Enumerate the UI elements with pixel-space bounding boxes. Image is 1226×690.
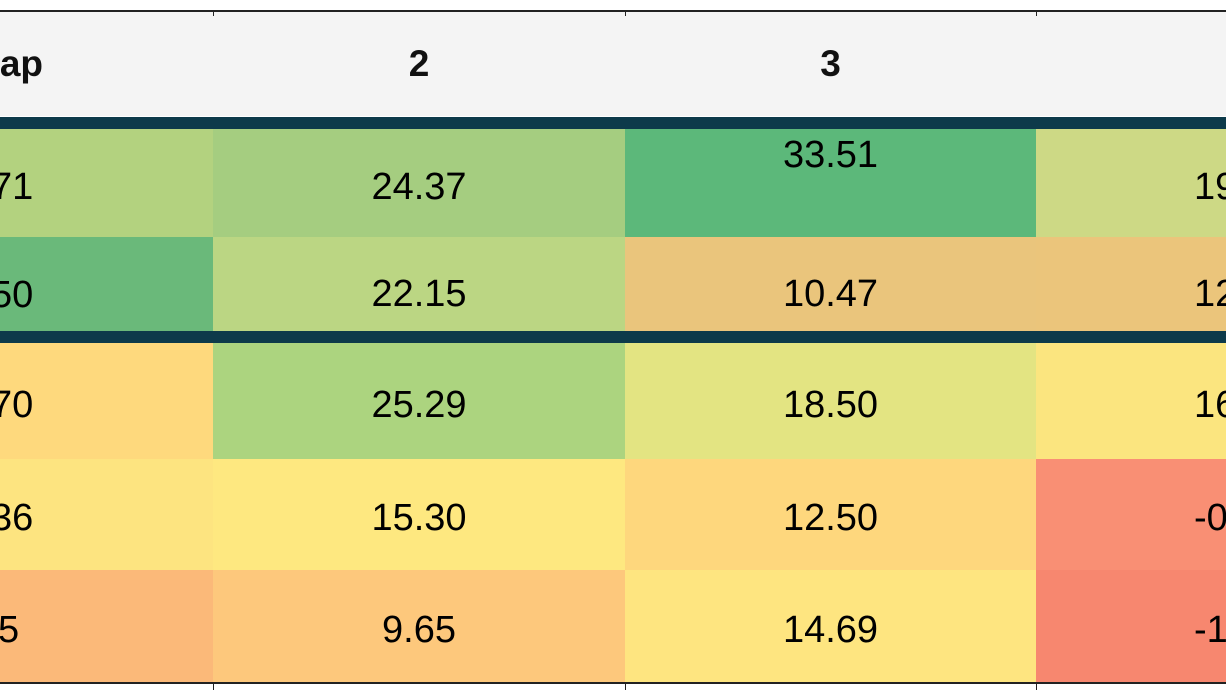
cell-value: 71 <box>0 165 34 208</box>
header-tick <box>1036 10 1037 16</box>
header-cell-cap: ap <box>0 12 213 116</box>
cell-value: 33.51 <box>782 134 879 176</box>
cell-value: 18.50 <box>782 383 879 426</box>
table-cell: 71 <box>0 129 213 237</box>
header-label-3: 3 <box>820 43 841 84</box>
cell-value: 5 <box>0 608 20 651</box>
cell-value: -1 <box>1194 608 1226 651</box>
header-tick <box>213 10 214 16</box>
table-cell: 36 <box>0 459 213 570</box>
table-cell: -1 <box>1036 570 1226 682</box>
cell-value: 9.65 <box>382 608 456 651</box>
header-divider <box>0 117 1226 129</box>
cell-value: 16 <box>1194 383 1226 426</box>
cell-value: 25.29 <box>371 383 467 426</box>
cell-value: 14.69 <box>782 608 879 651</box>
cell-value: 19 <box>1194 165 1226 208</box>
cell-value: 70 <box>0 383 34 426</box>
footer-tick <box>625 682 626 690</box>
header-label-cap: ap <box>0 43 43 84</box>
table-cell: 25.29 <box>213 343 625 459</box>
table-cell: 24.37 <box>213 129 625 237</box>
cell-value: -0 <box>1194 497 1226 539</box>
cell-value: 36 <box>0 497 34 539</box>
cell-value: 50 <box>0 273 34 316</box>
cell-value: 12.50 <box>782 497 879 539</box>
cell-value: 12 <box>1194 272 1226 315</box>
group-divider <box>0 331 1226 343</box>
header-label-2: 2 <box>408 43 430 84</box>
table-cell: 70 <box>0 343 213 459</box>
cell-value: 10.47 <box>782 272 879 315</box>
table-cell: 18.50 <box>625 343 1036 459</box>
table-bottom-border <box>0 682 1226 684</box>
cell-value: 22.15 <box>371 272 467 315</box>
footer-tick <box>1036 682 1037 690</box>
header-tick <box>625 10 626 16</box>
footer-tick <box>213 682 214 690</box>
table-cell: 50 <box>0 237 213 345</box>
table-cell: 10.47 <box>625 237 1036 331</box>
table-cell: 14.69 <box>625 570 1036 682</box>
table-cell: 12.50 <box>625 459 1036 570</box>
table-cell: 5 <box>0 570 213 682</box>
header-cell-4 <box>1036 12 1226 116</box>
table-cell: 22.15 <box>213 237 625 331</box>
table-top-border <box>0 10 1226 12</box>
table-cell: 16 <box>1036 343 1226 459</box>
table-cell: 15.30 <box>213 459 625 570</box>
cell-value: 15.30 <box>371 497 467 539</box>
table-cell: -0 <box>1036 459 1226 570</box>
table-cell: 33.51 <box>625 129 1036 237</box>
table-cell: 19 <box>1036 129 1226 237</box>
cell-value: 24.37 <box>371 165 467 208</box>
header-cell-3: 3 <box>625 12 1036 116</box>
header-cell-2: 2 <box>213 12 625 116</box>
table-cell: 9.65 <box>213 570 625 682</box>
table-cell: 12 <box>1036 237 1226 331</box>
